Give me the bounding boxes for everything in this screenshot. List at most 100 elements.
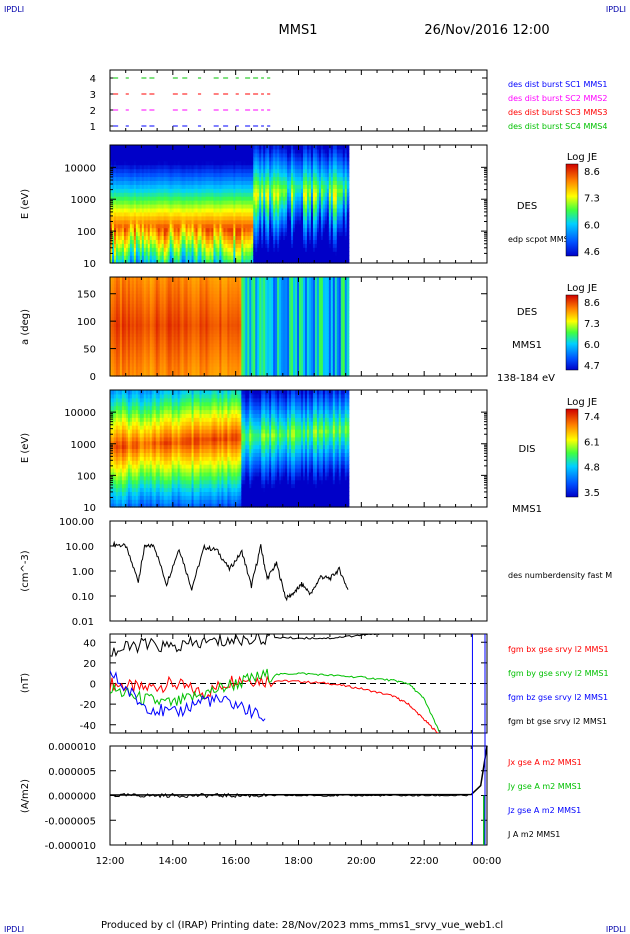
heat-cell <box>145 259 149 264</box>
heat-cell <box>291 200 294 205</box>
heat-cell <box>115 196 119 201</box>
heat-cell <box>177 259 181 264</box>
heat-cell <box>123 207 127 213</box>
heat-cell <box>253 211 256 217</box>
heat-cell <box>334 259 338 264</box>
heat-cell <box>137 207 141 213</box>
heat-cell <box>273 172 276 178</box>
heat-cell <box>338 255 342 260</box>
heat-cell <box>231 148 234 154</box>
heat-cell <box>299 243 302 248</box>
heat-cell <box>173 239 177 244</box>
heat-cell <box>275 196 278 201</box>
heat-cell <box>316 172 320 178</box>
heat-cell <box>267 215 270 221</box>
heat-cell <box>308 243 312 248</box>
heat-cell <box>255 207 258 213</box>
heat-cell <box>175 227 179 233</box>
heat-cell <box>255 231 258 237</box>
heat-cell <box>157 223 161 229</box>
heat-cell <box>231 247 234 252</box>
heat-cell <box>241 227 244 233</box>
heat-cell <box>241 145 244 150</box>
heat-cell <box>121 156 125 162</box>
heat-cell <box>306 176 310 181</box>
heat-cell <box>199 223 203 229</box>
heat-cell <box>241 152 244 158</box>
heat-cell <box>149 188 153 193</box>
heat-cell <box>179 247 183 252</box>
heat-cell <box>295 223 298 229</box>
heat-cell <box>304 239 308 244</box>
heat-cell <box>153 227 157 233</box>
heat-cell <box>241 196 244 201</box>
heat-cell <box>257 219 260 225</box>
heat-cell <box>213 235 217 240</box>
heat-cell <box>149 231 153 237</box>
heat-cell <box>137 227 141 233</box>
heat-cell <box>221 164 225 170</box>
heat-cell <box>113 184 117 189</box>
heat-cell <box>279 207 282 213</box>
heat-cell <box>299 184 302 189</box>
heat-cell <box>161 259 165 264</box>
heat-cell <box>171 200 175 205</box>
heat-cell <box>189 152 193 158</box>
heat-cell <box>231 223 234 229</box>
heat-cell <box>123 172 127 178</box>
heat-cell <box>253 172 256 178</box>
heat-cell <box>201 168 205 174</box>
heat-cell <box>179 211 183 217</box>
heat-cell <box>183 176 187 181</box>
heat-cell <box>265 259 268 264</box>
heat-cell <box>271 196 274 201</box>
heat-cell <box>257 180 260 185</box>
heat-cell <box>149 243 153 248</box>
heat-cell <box>211 211 215 217</box>
heat-cell <box>187 168 191 174</box>
heat-cell <box>219 192 223 197</box>
heat-cell <box>289 184 292 189</box>
heat-cell <box>203 207 207 213</box>
heat-cell <box>312 255 316 260</box>
heat-cell <box>181 204 185 209</box>
heat-cell <box>189 196 193 201</box>
heat-cell <box>328 219 332 225</box>
heat-cell <box>157 235 161 240</box>
heat-cell <box>277 227 280 233</box>
heat-cell <box>211 243 215 248</box>
heat-cell <box>207 145 211 150</box>
heat-cell <box>161 188 165 193</box>
heat-cell <box>287 211 290 217</box>
heat-cell <box>291 148 294 154</box>
heat-cell <box>332 223 336 229</box>
heat-cell <box>205 180 209 185</box>
heat-cell <box>241 239 244 244</box>
heat-cell <box>221 145 225 150</box>
heat-cell <box>275 239 278 244</box>
heat-cell <box>217 207 221 213</box>
heat-cell <box>255 145 258 150</box>
heat-cell <box>303 259 306 264</box>
heat-cell <box>233 207 236 213</box>
heat-cell <box>169 172 173 178</box>
heat-cell <box>183 243 187 248</box>
heat-cell <box>326 164 330 170</box>
heat-cell <box>265 168 268 174</box>
heat-cell <box>223 259 227 264</box>
heat-cell <box>289 251 292 256</box>
heat-cell <box>279 235 282 240</box>
heat-cell <box>151 223 155 229</box>
heat-cell <box>267 172 270 178</box>
heat-cell <box>149 156 153 162</box>
heat-cell <box>217 231 221 237</box>
heat-cell <box>129 160 133 166</box>
heat-cell <box>295 184 298 189</box>
heat-cell <box>163 211 167 217</box>
heat-cell <box>149 164 153 170</box>
heat-cell <box>163 172 167 178</box>
heat-cell <box>316 243 320 248</box>
heat-cell <box>159 235 163 240</box>
heat-cell <box>201 255 205 260</box>
heat-cell <box>249 215 252 221</box>
